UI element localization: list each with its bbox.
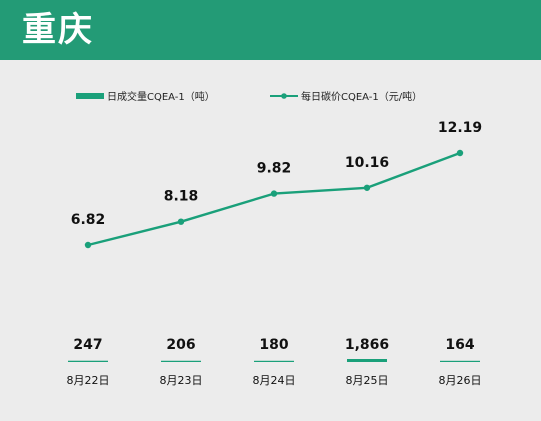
legend-bar-swatch: [76, 93, 104, 99]
legend-line-marker: [281, 93, 287, 99]
price-point: [177, 218, 185, 225]
volume-bar: [254, 360, 294, 362]
x-tick-label: 8月25日: [346, 374, 389, 387]
volume-bar: [347, 359, 387, 362]
x-tick-label: 8月26日: [439, 374, 482, 387]
price-value-label: 10.16: [345, 155, 389, 171]
header-banner: 重庆: [0, 0, 541, 60]
price-point: [84, 241, 92, 249]
price-point: [270, 190, 278, 197]
chart-marks: 6.82 8.18 9.82 10.16 12.19 247 206 180 1,866 164 8…: [67, 120, 483, 387]
x-tick-label: 8月23日: [160, 374, 203, 387]
price-value-label: 9.82: [257, 161, 292, 177]
legend: 日成交量CQEA-1（吨） 每日碳价CQEA-1（元/吨）: [76, 90, 422, 103]
volume-value-label: 1,866: [345, 337, 389, 353]
price-value-label: 6.82: [71, 212, 106, 228]
legend-line-label: 每日碳价CQEA-1（元/吨）: [301, 90, 422, 103]
price-point: [456, 149, 464, 157]
volume-bar: [68, 360, 108, 362]
volume-value-label: 164: [445, 337, 474, 353]
volume-value-label: 247: [73, 337, 102, 353]
price-value-label: 8.18: [164, 189, 199, 205]
volume-value-label: 206: [166, 337, 195, 353]
volume-bar: [440, 360, 480, 362]
legend-bar-label: 日成交量CQEA-1（吨）: [107, 90, 215, 103]
price-value-label: 12.19: [438, 120, 482, 136]
price-point: [363, 184, 371, 191]
page-title: 重庆: [22, 10, 94, 50]
volume-bar: [161, 360, 201, 362]
x-tick-label: 8月22日: [67, 374, 110, 387]
volume-value-label: 180: [259, 337, 288, 353]
x-tick-label: 8月24日: [253, 374, 296, 387]
